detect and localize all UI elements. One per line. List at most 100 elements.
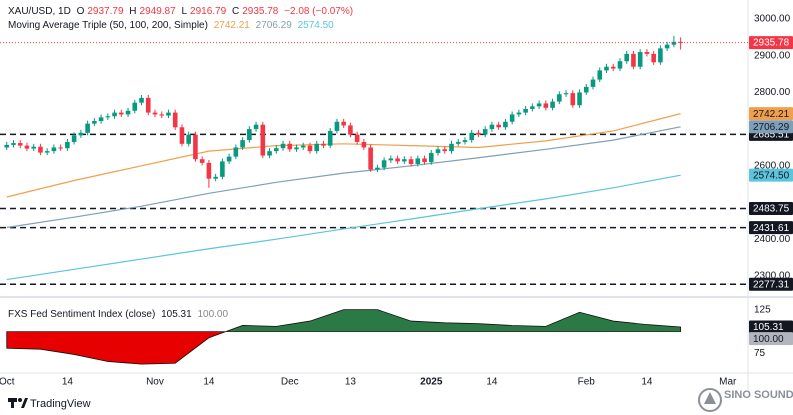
candle-body — [442, 149, 448, 152]
candle-body — [139, 97, 144, 103]
watermark: SINO SOUND — [724, 389, 793, 401]
sentiment-title: FXS Fed Sentiment Index (close) — [8, 309, 156, 320]
candle-body — [482, 129, 488, 135]
candle-body — [348, 125, 353, 135]
price-badge — [749, 36, 793, 50]
candle-body — [253, 124, 259, 130]
price-badge-label: 105.31 — [753, 322, 784, 333]
moving-average — [6, 113, 681, 198]
ohlc-key: L — [181, 6, 188, 17]
candle-body — [516, 112, 522, 115]
sentiment-area — [6, 331, 682, 365]
candle-body — [577, 92, 582, 106]
candle-body — [172, 112, 178, 128]
candle-body — [307, 145, 313, 152]
price-badge-label: 2742.21 — [753, 109, 790, 120]
sentiment-legend: FXS Fed Sentiment Index (close) 105.31 1… — [8, 309, 231, 320]
candle-body — [125, 110, 131, 115]
candle-body — [17, 143, 23, 146]
candle-body — [152, 112, 158, 115]
watermark-logo — [698, 388, 722, 412]
y-tick-label: 2900.00 — [754, 50, 791, 61]
candle-body — [476, 132, 481, 135]
candle-body — [179, 127, 185, 144]
x-tick-label: 14 — [203, 377, 215, 388]
candle-body — [449, 143, 454, 152]
ohlc-key: O — [76, 6, 85, 17]
candle-body — [678, 41, 683, 43]
candle-body — [334, 121, 340, 131]
candle-body — [58, 147, 63, 149]
candle-body — [543, 103, 549, 108]
y-tick-label: 75 — [754, 348, 766, 359]
candle-body — [644, 52, 650, 54]
x-tick-label: 14 — [62, 377, 74, 388]
brand: TradingView — [30, 398, 91, 410]
candle-body — [105, 116, 111, 118]
x-tick-label: 14 — [486, 377, 498, 388]
candle-body — [145, 97, 151, 113]
candle-body — [186, 134, 191, 144]
candle-body — [375, 167, 380, 170]
x-tick-label: Dec — [281, 377, 299, 388]
price-badge-label: 2431.61 — [753, 223, 790, 234]
candle-body — [563, 93, 569, 95]
price-badge — [749, 221, 793, 235]
candle-body — [671, 41, 677, 45]
candle-body — [624, 53, 630, 62]
candle-body — [199, 159, 205, 163]
candle-body — [651, 53, 656, 63]
candle-body — [408, 159, 414, 164]
price-badge-label: 2574.50 — [753, 170, 790, 181]
ma-value: 2706.29 — [255, 20, 292, 31]
sentiment-area — [6, 309, 682, 332]
candle-body — [327, 130, 333, 146]
candle-body — [300, 145, 306, 148]
ohlc-key: C — [231, 6, 240, 17]
ohlc-value: 2937.79 — [87, 6, 124, 17]
candle-body — [664, 44, 670, 49]
candle-body — [98, 117, 104, 122]
ohlc-value: 2935.78 — [242, 6, 279, 17]
candle-body — [361, 141, 367, 148]
price-badge — [749, 320, 793, 334]
candle-body — [247, 129, 252, 141]
candle-body — [557, 94, 562, 102]
price-badge — [749, 201, 793, 215]
candle-body — [455, 141, 461, 144]
sentiment-value: 105.31 — [161, 309, 192, 320]
candle-body — [193, 134, 198, 160]
symbol-legend: XAU/USD, 1D O 2937.79 H 2949.87 L 2916.79 C… — [8, 6, 356, 17]
candle-body — [570, 93, 576, 106]
indicator-legend: Moving Average Triple (50, 100, 200, Sim… — [8, 20, 337, 31]
price-badge-label: 2706.29 — [753, 122, 790, 133]
candle-body — [435, 149, 441, 153]
candle-body — [530, 106, 535, 109]
candle-body — [617, 61, 623, 69]
reference-value: 100.00 — [197, 309, 229, 320]
price-badge — [749, 332, 793, 346]
candle-body — [4, 144, 10, 148]
x-tick-label: 13 — [345, 377, 357, 388]
ohlc-key: H — [129, 6, 137, 17]
candle-body — [610, 66, 616, 69]
price-badge-label: 2935.78 — [753, 38, 790, 49]
candle-body — [604, 66, 609, 71]
candle-body — [590, 79, 596, 87]
candle-body — [631, 53, 636, 67]
candle-body — [38, 146, 43, 153]
candle-body — [112, 112, 117, 117]
indicator-title: Moving Average Triple (50, 100, 200, Sim… — [8, 20, 208, 31]
candle-body — [92, 121, 97, 124]
candle-body — [213, 176, 218, 179]
candle-body — [388, 158, 394, 161]
x-tick-label: Nov — [146, 377, 164, 388]
y-tick-label: 2300.00 — [754, 271, 791, 282]
candle-body — [280, 143, 286, 149]
price-badge — [749, 107, 793, 121]
price-badge — [749, 277, 793, 291]
candle-body — [71, 135, 77, 142]
candle-body — [65, 141, 70, 149]
x-tick-label: 2025 — [420, 377, 443, 388]
